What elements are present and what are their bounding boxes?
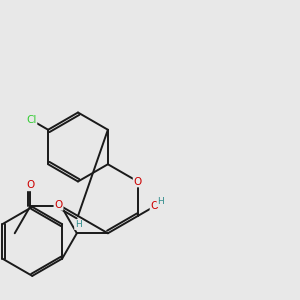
Text: O: O xyxy=(134,176,142,187)
Text: O: O xyxy=(54,200,63,210)
Text: H: H xyxy=(158,197,164,206)
Text: Cl: Cl xyxy=(26,115,36,125)
Text: O: O xyxy=(151,201,159,211)
Text: H: H xyxy=(75,220,82,230)
Text: O: O xyxy=(26,180,34,190)
